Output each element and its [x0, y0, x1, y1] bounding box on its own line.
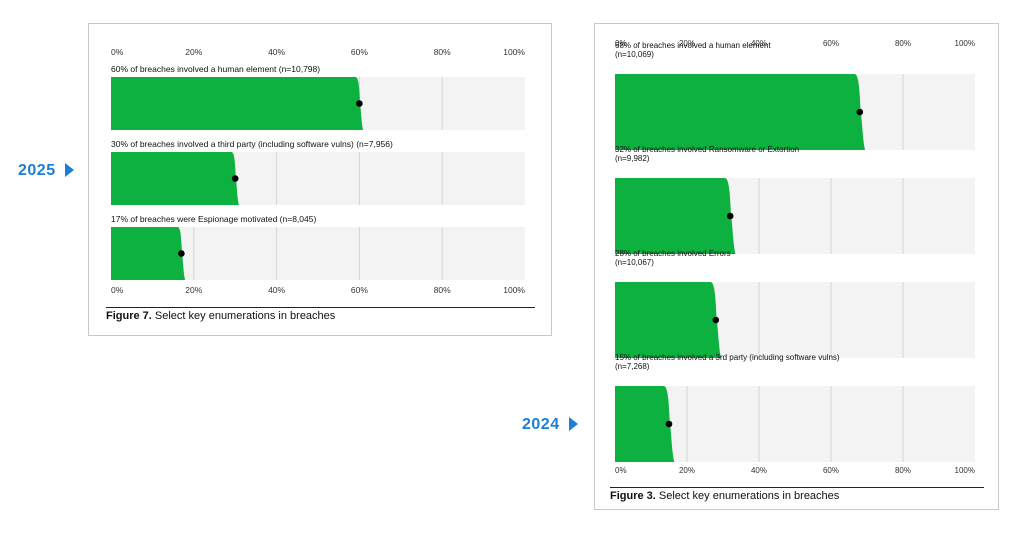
top-tick-label: 60%: [823, 39, 839, 48]
top-tick-label: 100%: [503, 47, 525, 57]
figure-7-caption: Figure 7. Select key enumerations in bre…: [106, 310, 335, 322]
bar-value: [615, 282, 722, 358]
top-tick-label: 20%: [185, 47, 202, 57]
point-estimate-dot: [726, 212, 734, 220]
point-estimate-dot: [665, 420, 673, 428]
point-estimate-dot: [712, 316, 720, 324]
year-2025-text: 2025: [18, 162, 56, 179]
point-estimate-dot: [856, 108, 864, 116]
bar-value: [615, 386, 675, 462]
caption-rule: [610, 487, 984, 488]
bar-label: 17% of breaches were Espionage motivated…: [111, 214, 316, 224]
bottom-tick-label: 80%: [434, 285, 451, 295]
bottom-tick-label: 0%: [615, 466, 627, 475]
bar-sample-size: (n=10,067): [615, 258, 654, 267]
top-tick-label: 100%: [955, 39, 975, 48]
point-estimate-dot: [356, 100, 363, 107]
top-tick-label: 40%: [751, 39, 767, 48]
bar-sample-size: (n=9,982): [615, 154, 650, 163]
bar-sample-size: (n=7,268): [615, 362, 650, 371]
year-label-2024: 2024: [522, 416, 578, 434]
bottom-tick-label: 20%: [185, 285, 202, 295]
top-tick-label: 0%: [111, 47, 124, 57]
bottom-tick-label: 100%: [503, 285, 525, 295]
bar-label: 60% of breaches involved a human element…: [111, 64, 320, 74]
bottom-tick-label: 40%: [751, 466, 767, 475]
bar-label: 15% of breaches involved a 3rd party (in…: [615, 353, 840, 362]
bottom-tick-label: 60%: [823, 466, 839, 475]
caption-text: Select key enumerations in breaches: [658, 490, 840, 502]
caption-rule: [106, 307, 535, 308]
bottom-tick-label: 20%: [679, 466, 695, 475]
figure-3-caption: Figure 3. Select key enumerations in bre…: [610, 490, 839, 502]
bar-track: [615, 386, 975, 462]
play-arrow-icon: [64, 163, 74, 177]
bar-label: 30% of breaches involved a third party (…: [111, 139, 393, 149]
bottom-tick-label: 40%: [268, 285, 285, 295]
bar-label: 32% of breaches involved Ransomware or E…: [615, 145, 799, 154]
top-tick-label: 80%: [895, 39, 911, 48]
caption-text: Select key enumerations in breaches: [154, 310, 336, 322]
bar-value: [111, 152, 239, 205]
year-label-2025: 2025: [18, 162, 74, 180]
top-tick-label: 80%: [434, 47, 451, 57]
bottom-tick-label: 60%: [351, 285, 368, 295]
bar-value: [615, 178, 736, 254]
bar-label: 28% of breaches involved Errors: [615, 249, 731, 258]
bottom-tick-label: 0%: [111, 285, 124, 295]
caption-label: Figure 3.: [610, 490, 656, 502]
top-tick-label: 40%: [268, 47, 285, 57]
top-tick-label: 60%: [351, 47, 368, 57]
play-arrow-icon: [568, 417, 578, 431]
bar-value: [615, 74, 866, 150]
caption-label: Figure 7.: [106, 310, 152, 322]
figure-7-card: 0% 20% 40% 60% 80% 100% 0% 20% 40% 60% 80% 100% 60% …: [88, 23, 552, 336]
year-2024-text: 2024: [522, 416, 560, 433]
figure-7-chart: 0% 20% 40% 60% 80% 100% 0% 20% 40% 60% 80% 100% 60% …: [111, 47, 525, 295]
bar-label: 68% of breaches involved a human element: [615, 41, 771, 50]
bottom-tick-label: 80%: [895, 466, 911, 475]
bar-value: [111, 227, 186, 280]
figure-3-chart: 0% 20% 40% 60% 80% 100% 0% 20% 40% 60% 80% 100% 68% …: [615, 39, 975, 475]
top-tick-label: 20%: [679, 39, 695, 48]
top-tick-label: 0%: [615, 39, 627, 48]
bottom-tick-label: 100%: [955, 466, 975, 475]
bar-value: [111, 77, 364, 130]
figure-3-card: 0% 20% 40% 60% 80% 100% 0% 20% 40% 60% 80% 100% 68% …: [594, 23, 999, 510]
bar-sample-size: (n=10,069): [615, 50, 654, 59]
point-estimate-dot: [178, 250, 185, 257]
point-estimate-dot: [231, 175, 239, 182]
